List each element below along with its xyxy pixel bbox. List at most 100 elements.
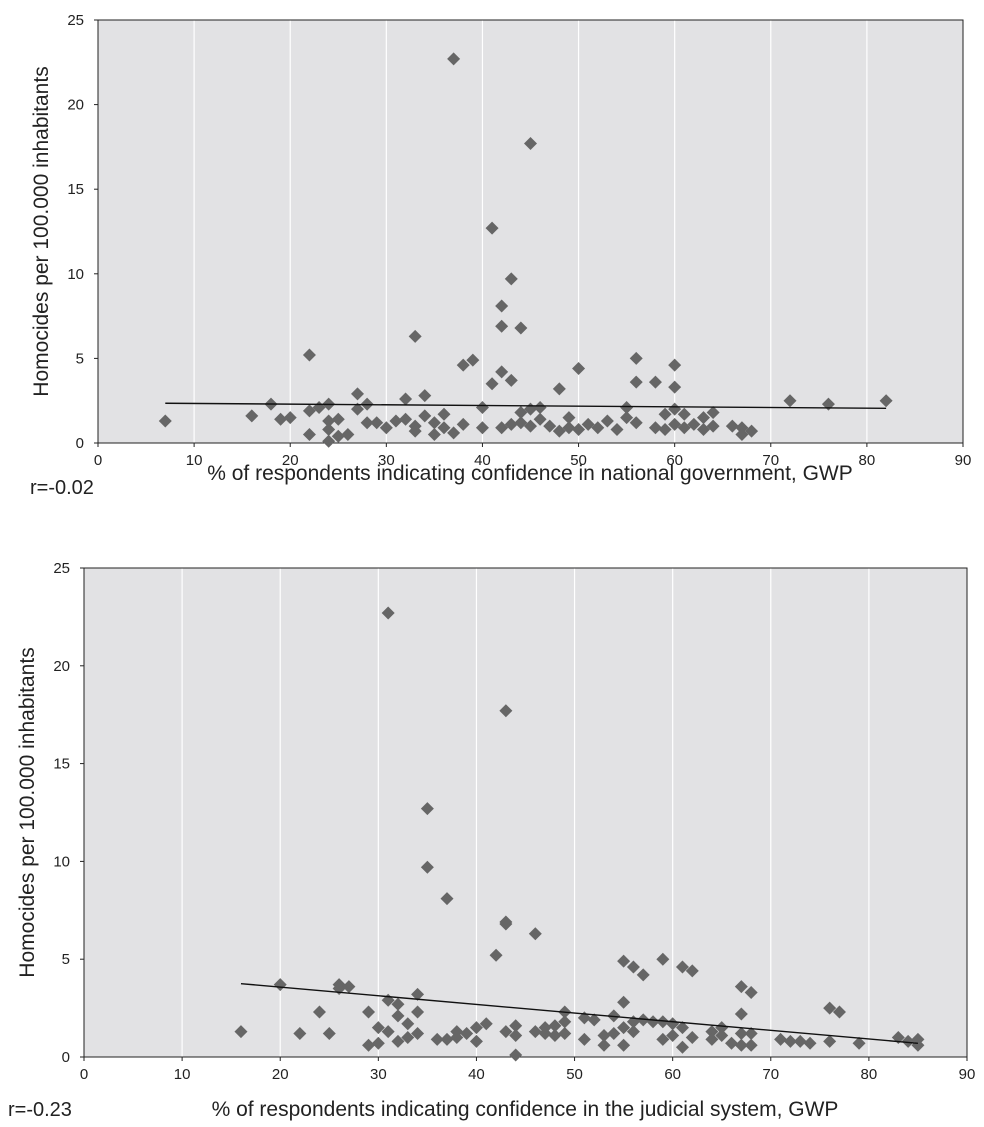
data-point (543, 419, 557, 433)
data-point (485, 377, 499, 391)
data-point (293, 1027, 307, 1041)
data-point (427, 428, 441, 442)
data-point (341, 428, 355, 442)
data-point (668, 402, 682, 416)
data-point (408, 424, 422, 438)
data-point (370, 416, 384, 430)
data-point (774, 1032, 788, 1046)
data-point (577, 1032, 591, 1046)
y-tick-label: 25 (53, 560, 70, 577)
x-tick-label: 50 (566, 1066, 583, 1083)
correlation-annotation: r=-0.23 (8, 1099, 72, 1121)
data-point (734, 1027, 748, 1041)
data-point (495, 365, 509, 379)
data-point (514, 321, 528, 335)
data-point (629, 351, 643, 365)
data-point (685, 1030, 699, 1044)
data-point (499, 704, 513, 718)
data-point (636, 968, 650, 982)
data-point (475, 421, 489, 435)
data-point (734, 1038, 748, 1052)
data-point (440, 892, 454, 906)
data-point (538, 1021, 552, 1035)
data-point (685, 964, 699, 978)
data-point (617, 1038, 631, 1052)
data-point (420, 802, 434, 816)
vertical-gridlines (193, 20, 868, 443)
data-point (648, 421, 662, 435)
data-point (391, 1034, 405, 1048)
data-point (528, 927, 542, 941)
data-point (675, 1040, 689, 1054)
data-point (725, 1036, 739, 1050)
data-point (572, 422, 586, 436)
y-tick-label: 5 (76, 350, 84, 367)
data-point (656, 952, 670, 966)
data-point (734, 980, 748, 994)
y-tick-label: 15 (67, 181, 84, 198)
data-point (636, 1013, 650, 1027)
data-point (379, 421, 393, 435)
data-point (460, 1027, 474, 1041)
data-point (489, 948, 503, 962)
data-point (677, 407, 691, 421)
data-point (389, 414, 403, 428)
data-point (322, 434, 336, 448)
data-point (658, 422, 672, 436)
data-point (725, 419, 739, 433)
data-point (687, 417, 701, 431)
data-point (360, 416, 374, 430)
data-point (548, 1019, 562, 1033)
x-tick-label: 20 (272, 1066, 289, 1083)
data-point (509, 1028, 523, 1042)
data-point (524, 137, 537, 151)
x-tick-label: 30 (378, 452, 395, 469)
data-point (440, 1032, 454, 1046)
x-tick-label: 40 (474, 452, 491, 469)
data-point (706, 419, 720, 433)
data-point (620, 400, 634, 414)
data-point (524, 419, 537, 433)
y-tick-label: 15 (53, 756, 70, 773)
chart-national-government: 0 5 10 15 20 25 0 10 20 30 40 50 60 70 80 90 Homocides… (30, 12, 971, 499)
data-point (668, 380, 682, 394)
data-point (783, 1034, 797, 1048)
x-tick-label: 80 (859, 452, 876, 469)
data-point (504, 272, 518, 286)
data-point (666, 1017, 680, 1031)
data-points (234, 606, 925, 1062)
data-point (499, 1025, 513, 1039)
y-tick-labels: 0 5 10 15 20 25 (53, 560, 84, 1066)
data-point (745, 424, 759, 438)
data-point (658, 407, 672, 421)
data-point (399, 412, 413, 426)
data-point (803, 1036, 817, 1050)
y-tick-label: 25 (67, 12, 84, 29)
data-point (591, 421, 605, 435)
data-point (495, 299, 509, 313)
y-tick-label: 20 (67, 97, 84, 114)
data-point (381, 1025, 395, 1039)
data-point (706, 406, 720, 420)
data-point (408, 329, 422, 343)
data-point (715, 1021, 729, 1035)
data-point (705, 1025, 719, 1039)
y-tick-label: 0 (62, 1049, 70, 1066)
data-point (342, 980, 356, 994)
data-point (401, 1030, 415, 1044)
data-point (499, 917, 513, 931)
data-point (381, 606, 395, 620)
data-point (656, 1015, 670, 1029)
data-point (744, 985, 758, 999)
vertical-gridlines (181, 568, 870, 1057)
data-point (629, 416, 643, 430)
data-point (668, 358, 682, 372)
data-point (479, 1017, 493, 1031)
data-point (823, 1034, 837, 1048)
plot-area (98, 20, 963, 443)
data-point (411, 1005, 425, 1019)
trendline (165, 402, 887, 410)
data-point (427, 416, 441, 430)
data-point (629, 375, 643, 389)
